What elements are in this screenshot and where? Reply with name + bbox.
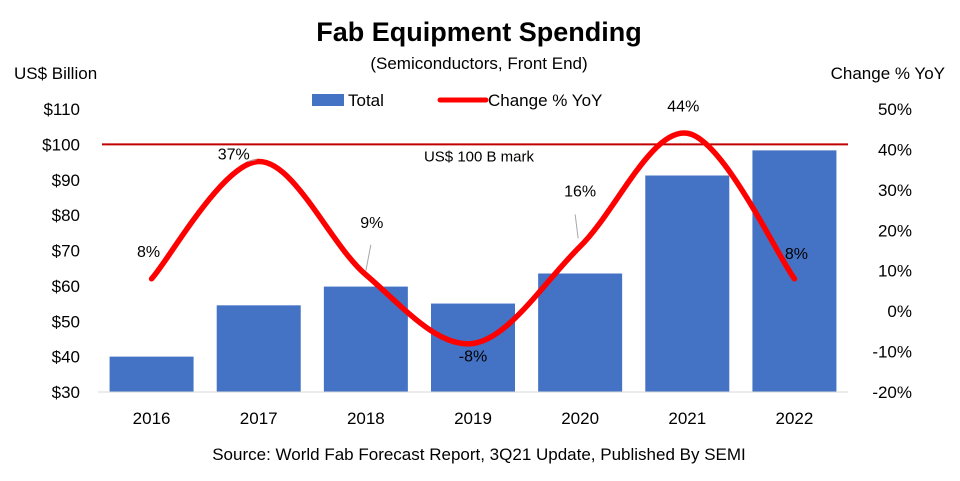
y-axis-title: US$ Billion: [14, 64, 97, 83]
y2-tick-label: 0%: [887, 302, 912, 321]
change-label-2019: -8%: [459, 348, 487, 365]
bar-2018: [323, 286, 408, 392]
y-tick-label: $30: [52, 383, 80, 402]
data-label-leader-2018: [365, 244, 372, 271]
x-tick-label-2019: 2019: [454, 409, 492, 428]
y-tick-label: $110: [43, 100, 80, 119]
x-tick-label-2018: 2018: [347, 409, 385, 428]
y2-tick-label: -10%: [872, 343, 912, 362]
reference-line-label: US$ 100 B mark: [424, 148, 535, 165]
y-tick-label: $90: [52, 171, 80, 190]
y2-axis-title: Change % YoY: [831, 64, 945, 83]
bar-2021: [645, 175, 730, 392]
chart-title: Fab Equipment Spending: [316, 17, 642, 47]
y2-tick-label: 20%: [878, 221, 912, 240]
change-label-2022: 8%: [785, 246, 808, 263]
y2-tick-label: -20%: [872, 383, 912, 402]
x-tick-label-2017: 2017: [240, 409, 278, 428]
x-tick-label-2020: 2020: [561, 409, 599, 428]
y-tick-label: $70: [52, 242, 80, 261]
change-label-2020: 16%: [564, 183, 596, 200]
y2-tick-label: 10%: [878, 262, 912, 281]
y-tick-label: $100: [42, 135, 80, 154]
data-label-leader-2020: [574, 214, 579, 239]
source-note: Source: World Fab Forecast Report, 3Q21 …: [212, 445, 746, 464]
x-tick-label-2021: 2021: [668, 409, 706, 428]
legend: Total Change % YoY: [312, 91, 602, 110]
bar-2016: [109, 356, 194, 392]
bar-2020: [538, 273, 623, 392]
y-tick-label: $80: [52, 206, 80, 225]
bar-2017: [216, 305, 301, 392]
change-label-2018: 9%: [360, 215, 383, 232]
legend-total-label: Total: [348, 91, 384, 110]
data-label-leader-2017: [246, 159, 257, 163]
plot-area: US$ 100 B mark 8% 37% 9% -8% 16% 44% 8% $30 $40 $5…: [42, 98, 912, 428]
legend-change-label: Change % YoY: [488, 91, 602, 110]
legend-total-swatch: [312, 94, 344, 106]
bar-2019: [431, 303, 515, 392]
change-label-2017: 37%: [218, 147, 250, 164]
change-label-2021: 44%: [667, 98, 699, 115]
bar-2022: [752, 150, 837, 392]
y-tick-label: $40: [52, 348, 80, 367]
chart-subtitle: (Semiconductors, Front End): [370, 54, 587, 73]
y-tick-label: $50: [52, 312, 80, 331]
change-label-2016: 8%: [137, 244, 160, 261]
change-yoy-line: [148, 130, 798, 347]
y2-tick-label: 50%: [878, 100, 912, 119]
x-tick-label-2016: 2016: [133, 409, 171, 428]
y-tick-label: $60: [52, 277, 80, 296]
y2-tick-label: 40%: [878, 140, 912, 159]
x-tick-label-2022: 2022: [776, 409, 814, 428]
y2-tick-label: 30%: [878, 181, 912, 200]
